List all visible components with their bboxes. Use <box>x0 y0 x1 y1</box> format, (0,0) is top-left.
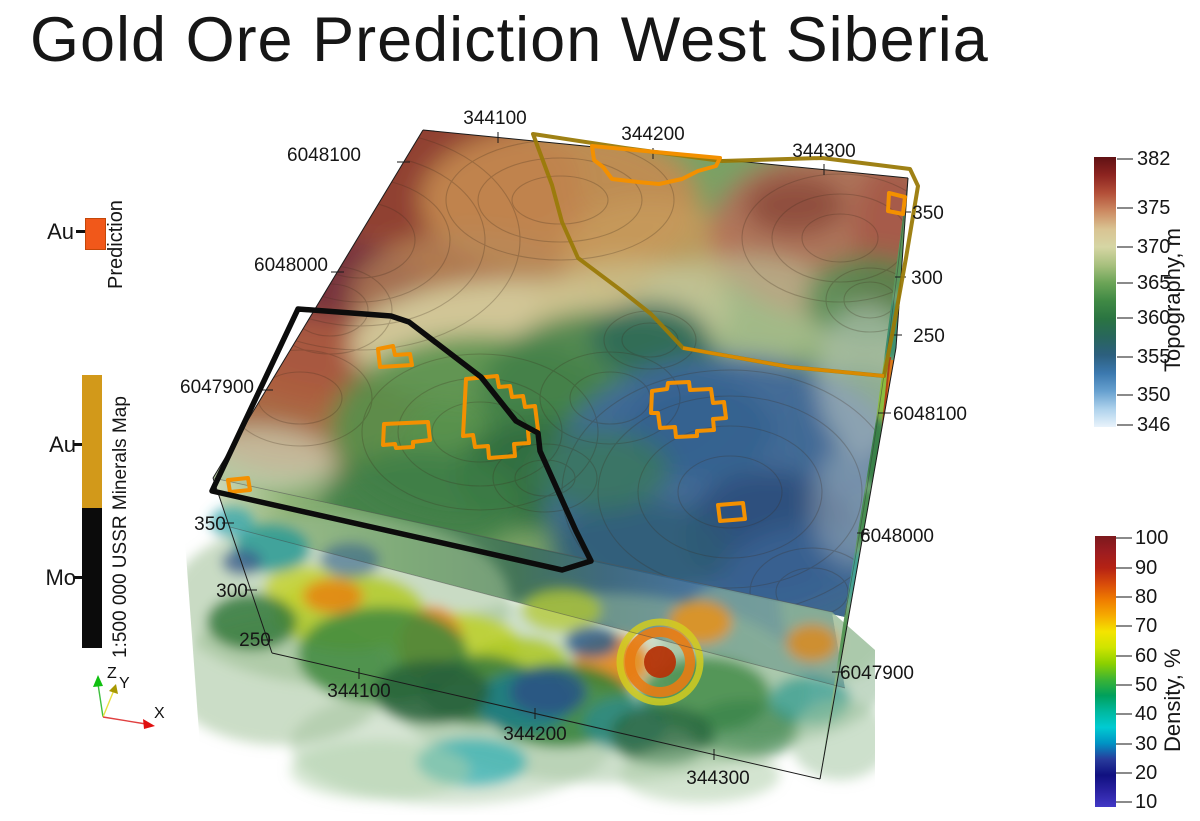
density-tick-label-2: 80 <box>1135 586 1158 608</box>
au-prediction-boundary-line <box>682 346 885 378</box>
tick-label-easting-bottom-0: 344100 <box>327 681 390 702</box>
density-tick-5 <box>1116 684 1132 686</box>
topo-tick-label-3: 365 <box>1137 272 1171 294</box>
x-axis-label: X <box>154 705 165 722</box>
tick-label-northing-right-0: 6048100 <box>893 404 967 425</box>
density-tick-label-0: 100 <box>1135 527 1169 549</box>
tick-label-northing-left-1: 6048000 <box>254 255 328 276</box>
density-tick-4 <box>1116 655 1132 657</box>
topo-tick-7 <box>1117 424 1133 426</box>
tick-label-easting-top-2: 344300 <box>792 141 855 162</box>
slab-bottom-front-edge <box>229 526 846 689</box>
legend-prediction-tick <box>76 230 85 233</box>
y-axis-arrow <box>109 684 118 694</box>
tick-label-elev-right-0: 350 <box>912 203 944 224</box>
orientation-widget[interactable]: Z Y X <box>70 660 170 740</box>
legend-minerals-mo-label: Mo <box>45 565 76 590</box>
y-axis-line <box>102 689 115 718</box>
legend-minerals-au-bar <box>82 375 102 508</box>
legend-minerals-mo-tick <box>74 576 82 579</box>
topography-surface <box>213 130 908 617</box>
tick-label-easting-top-1: 344200 <box>621 124 684 145</box>
tick-label-northing-left-0: 6048100 <box>287 145 361 166</box>
tick-label-elev-right-1: 300 <box>911 268 943 289</box>
topo-tick-2 <box>1117 246 1133 248</box>
x-axis-line <box>102 716 147 725</box>
y-axis-label: Y <box>119 675 130 692</box>
tick-label-northing-right-2: 6047900 <box>840 663 914 684</box>
topography-colorbar-title: Topography, m <box>1160 228 1185 372</box>
legend-minerals-au-tick <box>74 443 82 446</box>
legend-prediction-caption: Prediction <box>105 200 127 289</box>
topography-gradient <box>1094 157 1116 427</box>
density-tick-6 <box>1116 713 1132 715</box>
page-title: Gold Ore Prediction West Siberia <box>30 5 989 75</box>
tick-label-elev-left-2: 250 <box>239 630 271 651</box>
au-prediction-outlines <box>226 144 907 523</box>
tick-label-easting-bottom-1: 344200 <box>503 724 566 745</box>
density-tick-8 <box>1116 772 1132 774</box>
topo-tick-label-5: 355 <box>1137 346 1171 368</box>
density-tick-3 <box>1116 625 1132 627</box>
topo-tick-4 <box>1117 317 1133 319</box>
axis-labels: 344100 344200 344300 344100 344200 34430… <box>180 108 967 789</box>
density-tick-9 <box>1116 801 1132 803</box>
density-tick-label-5: 50 <box>1135 674 1158 696</box>
tick-label-easting-bottom-2: 344300 <box>686 768 749 789</box>
z-axis-line <box>97 683 104 718</box>
tick-label-elev-left-0: 350 <box>194 514 226 535</box>
topo-tick-5 <box>1117 356 1133 358</box>
density-tick-1 <box>1116 567 1132 569</box>
density-tick-label-9: 10 <box>1135 791 1158 813</box>
density-tick-label-1: 90 <box>1135 557 1158 579</box>
density-tick-0 <box>1116 537 1132 539</box>
density-tick-label-8: 20 <box>1135 762 1158 784</box>
x-axis-arrow <box>143 719 155 729</box>
topo-tick-6 <box>1117 394 1133 396</box>
legend-prediction-swatch <box>85 218 106 250</box>
legend-minerals-au-label: Au <box>49 432 76 457</box>
legend-minerals-caption: 1:500 000 USSR Minerals Map <box>110 396 131 658</box>
topo-tick-label-6: 350 <box>1137 384 1171 406</box>
tick-label-northing-right-1: 6048000 <box>860 526 934 547</box>
slab-right-edge <box>844 177 909 616</box>
density-tick-7 <box>1116 743 1132 745</box>
density-colorbar-title: Density, % <box>1160 648 1185 752</box>
topo-tick-3 <box>1117 282 1133 284</box>
topo-tick-label-4: 360 <box>1137 307 1171 329</box>
density-tick-label-4: 60 <box>1135 645 1158 667</box>
mo-minerals-map-outline <box>209 306 594 573</box>
z-axis-arrow <box>93 675 103 687</box>
z-axis-label: Z <box>107 665 117 682</box>
density-tick-label-6: 40 <box>1135 703 1158 725</box>
tick-label-easting-top-0: 344100 <box>463 108 526 129</box>
orientation-axes: Z Y X <box>93 665 165 729</box>
topo-tick-label-7: 346 <box>1137 414 1171 436</box>
topo-tick-1 <box>1117 207 1133 209</box>
tick-label-northing-left-2: 6047900 <box>180 377 254 398</box>
density-tick-2 <box>1116 596 1132 598</box>
topo-tick-0 <box>1117 158 1133 160</box>
tick-label-elev-left-1: 300 <box>216 581 248 602</box>
slab-top-front-edge <box>212 477 833 613</box>
legend-prediction-au-label: Au <box>47 219 74 244</box>
legend-minerals-mo-bar <box>82 508 102 648</box>
topo-tick-label-0: 382 <box>1137 148 1171 170</box>
density-gradient <box>1095 536 1116 807</box>
density-tick-label-7: 30 <box>1135 733 1158 755</box>
topo-tick-label-2: 370 <box>1137 236 1171 258</box>
topo-tick-label-1: 375 <box>1137 197 1171 219</box>
tick-label-elev-right-2: 250 <box>913 326 945 347</box>
density-tick-label-3: 70 <box>1135 615 1158 637</box>
